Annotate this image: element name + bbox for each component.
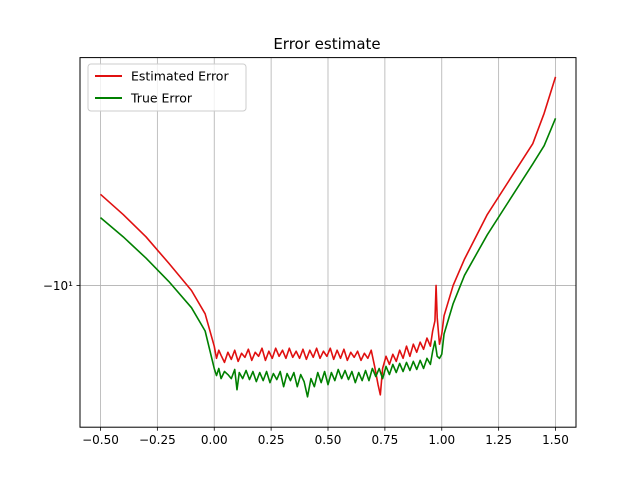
x-tick-label: −0.50 bbox=[82, 433, 119, 447]
series-lines bbox=[99, 76, 557, 398]
x-tick-label: −0.25 bbox=[139, 433, 176, 447]
x-tick-label: 0.25 bbox=[258, 433, 285, 447]
y-tick-label: −10¹ bbox=[43, 279, 73, 293]
x-tick-label: 0.50 bbox=[315, 433, 342, 447]
legend: Estimated Error True Error bbox=[87, 63, 247, 112]
legend-label-estimated: Estimated Error bbox=[131, 69, 229, 84]
x-tick-label: 1.25 bbox=[485, 433, 512, 447]
x-tick-label: 1.00 bbox=[428, 433, 455, 447]
x-tick-label: 0.00 bbox=[201, 433, 228, 447]
estimated-error-line bbox=[99, 76, 557, 396]
axis-ticks: −0.50 −0.25 0.00 0.25 0.50 0.75 1.00 1.25 1.50 −1… bbox=[43, 279, 569, 447]
chart-title: Error estimate bbox=[273, 35, 380, 53]
x-tick-label: 0.75 bbox=[372, 433, 399, 447]
legend-frame bbox=[87, 63, 247, 112]
x-tick-label: 1.50 bbox=[542, 433, 569, 447]
legend-label-true: True Error bbox=[130, 91, 193, 106]
true-error-line bbox=[99, 118, 557, 398]
grid bbox=[80, 57, 576, 428]
